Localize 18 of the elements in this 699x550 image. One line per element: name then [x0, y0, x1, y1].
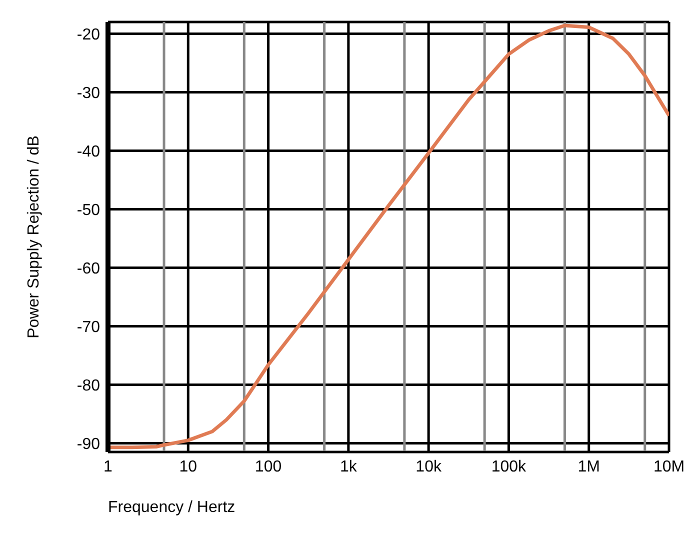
y-tick-label: -90 — [76, 436, 100, 453]
y-tick-label: -30 — [76, 84, 100, 102]
x-tick-label: 100 — [254, 458, 282, 476]
y-tick-label: -40 — [76, 143, 100, 160]
x-tick-label: 10 — [179, 458, 198, 476]
x-tick-label: 10k — [416, 458, 442, 476]
x-tick-label: 100k — [491, 458, 528, 476]
x-tick-label: 1k — [340, 458, 358, 476]
y-axis-title: Power Supply Rejection / dB — [26, 136, 43, 338]
x-axis-title: Frequency / Hertz — [108, 499, 236, 516]
y-tick-label: -70 — [76, 318, 100, 336]
x-tick-label: 10M — [653, 458, 685, 476]
y-tick-label: -60 — [76, 260, 100, 278]
x-tick-label: 1M — [578, 458, 600, 476]
x-tick-label: 1 — [104, 458, 113, 476]
y-tick-label: -20 — [76, 26, 100, 44]
y-tick-label: -50 — [76, 202, 100, 219]
y-tick-label: -80 — [76, 377, 100, 394]
